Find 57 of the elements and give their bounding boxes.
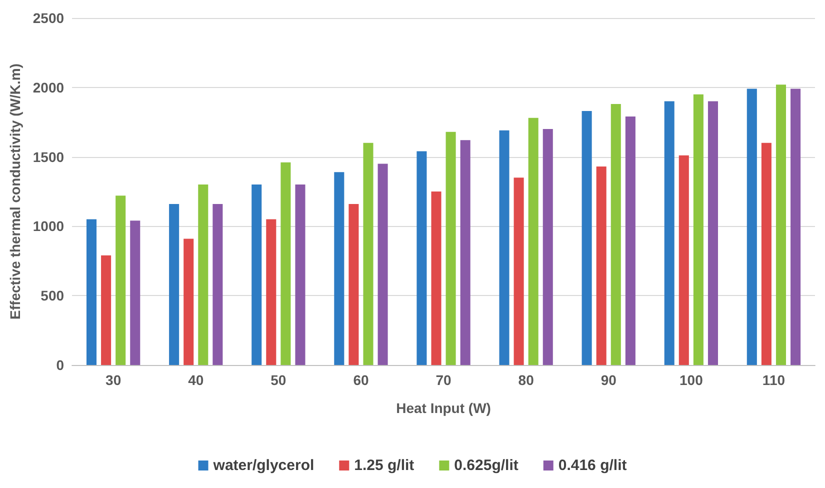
x-tick-label: 40 <box>188 372 204 388</box>
bar <box>116 196 126 365</box>
bar <box>693 94 704 365</box>
bar <box>348 204 359 365</box>
legend-label: 1.25 g/lit <box>354 457 414 474</box>
y-tick-label: 1000 <box>32 218 64 234</box>
bar <box>446 132 456 365</box>
x-axis-title: Heat Input (W) <box>396 400 491 416</box>
bar <box>514 178 524 365</box>
x-tick-label: 100 <box>679 372 704 388</box>
y-tick-label: 2000 <box>32 79 64 96</box>
bar <box>776 84 786 365</box>
y-tick-label: 500 <box>40 288 64 304</box>
x-tick-label: 80 <box>518 372 534 388</box>
bar <box>334 172 344 365</box>
x-tick-label: 30 <box>106 372 122 388</box>
bar <box>169 204 180 365</box>
bar <box>542 129 553 365</box>
x-tick-label: 50 <box>270 372 286 388</box>
bar <box>708 101 718 365</box>
bar <box>431 192 442 365</box>
y-tick-label: 1500 <box>32 148 64 165</box>
bar <box>86 219 97 365</box>
bar <box>295 184 306 365</box>
bar <box>416 151 427 365</box>
bar <box>596 166 606 365</box>
bar <box>610 104 621 365</box>
bar <box>378 164 388 365</box>
y-tick-label: 0 <box>56 357 64 373</box>
bar <box>252 184 262 365</box>
bar <box>625 116 636 365</box>
bar <box>790 88 801 365</box>
bar <box>746 88 757 365</box>
y-tick-label: 2500 <box>32 10 64 26</box>
bar <box>212 204 223 365</box>
bar <box>499 130 510 365</box>
bar <box>460 140 470 365</box>
bar <box>266 219 276 365</box>
bar <box>198 184 208 365</box>
bar <box>130 220 140 365</box>
bar <box>101 255 112 365</box>
legend-label: water/glycerol <box>212 457 314 474</box>
legend-label: 0.416 g/lit <box>558 457 627 474</box>
legend-label: 0.625g/lit <box>454 457 518 474</box>
x-tick-label: 90 <box>600 372 617 388</box>
bar <box>678 155 689 365</box>
bar <box>761 142 772 365</box>
bar <box>184 238 194 365</box>
bar <box>582 110 592 365</box>
bar <box>280 162 291 365</box>
x-tick-label: 70 <box>436 372 452 388</box>
y-axis-title: Effective thermal conductivity (W/K.m) <box>7 64 23 320</box>
x-tick-label: 60 <box>353 372 369 388</box>
x-tick-label: 110 <box>762 372 786 388</box>
bar <box>528 118 538 365</box>
bar <box>363 142 374 365</box>
bar <box>664 101 674 365</box>
